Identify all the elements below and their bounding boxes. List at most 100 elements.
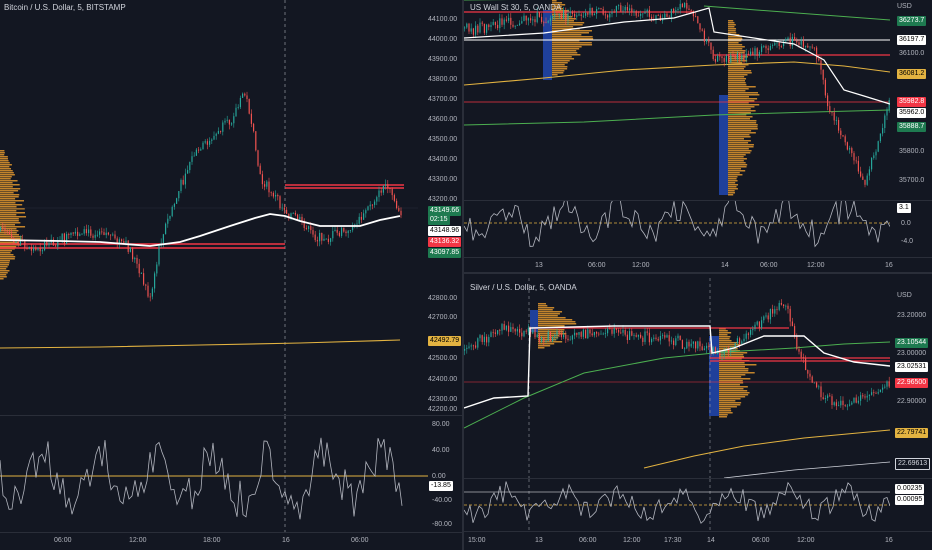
us30-volume-bar	[728, 122, 757, 124]
silver-volume-bar	[538, 347, 545, 349]
us30-chart-pane[interactable]: US Wall St 30, 5, OANDA	[464, 0, 890, 200]
silver-time-tick: 12:00	[623, 537, 641, 544]
silver-volume-bar	[538, 321, 576, 323]
us30-osc-divider	[464, 200, 932, 201]
btc-candle	[358, 216, 360, 224]
silver-volume-bar	[719, 328, 726, 330]
silver-candle	[853, 397, 855, 403]
silver-candle	[560, 333, 562, 338]
btc-candle	[72, 232, 74, 234]
silver-chart-pane[interactable]: Silver / U.S. Dollar, 5, OANDA	[464, 278, 890, 478]
silver-candle	[657, 338, 659, 341]
btc-volume-bar	[0, 256, 16, 258]
us30-volume-bar	[728, 96, 749, 98]
btc-candle	[154, 273, 156, 289]
right-horizontal-divider[interactable]	[464, 272, 932, 274]
silver-currency-label: USD	[897, 292, 912, 299]
btc-volume-bar	[0, 262, 10, 264]
us30-volume-bar	[728, 136, 751, 138]
silver-candle	[706, 345, 708, 349]
silver-candle	[633, 335, 635, 337]
btc-volume-bar	[0, 170, 13, 172]
us30-volume-bar	[728, 38, 743, 40]
us30-volume-bar	[552, 10, 569, 12]
us30-candle	[523, 15, 525, 22]
us30-osc-tick: -4.0	[901, 238, 914, 245]
silver-candle	[809, 373, 811, 377]
us30-volume-bar	[552, 24, 583, 26]
btc-oscillator-pane[interactable]	[0, 416, 428, 532]
us30-candle	[871, 158, 873, 170]
btc-volume-bar	[0, 278, 4, 280]
btc-chart-pane[interactable]: Bitcoin / U.S. Dollar, 5, BITSTAMP 43149…	[0, 0, 428, 415]
us30-osc-svg	[464, 201, 890, 248]
silver-volume-bar	[719, 392, 750, 394]
silver-volume-bar	[719, 332, 732, 334]
us30-candle	[464, 27, 466, 29]
silver-candle	[761, 320, 763, 328]
silver-candle	[787, 305, 789, 309]
btc-candle	[376, 197, 378, 202]
us30-volume-bar	[552, 72, 564, 74]
btc-candle	[2, 227, 4, 229]
btc-candle	[44, 241, 46, 251]
silver-time-tick: 13	[535, 537, 543, 544]
us30-candle	[640, 13, 642, 16]
silver-yellow-badge: 22.79741	[895, 428, 929, 438]
btc-volume-bar	[0, 196, 19, 198]
us30-candle	[765, 46, 767, 49]
silver-volume-bar	[719, 374, 746, 376]
us30-candle	[635, 11, 637, 16]
btc-candle	[116, 238, 118, 245]
us30-volume-bar	[728, 192, 735, 194]
btc-y-tick: 43500.00	[428, 136, 458, 143]
us30-time-tick: 13	[535, 262, 543, 269]
us30-oscillator-pane[interactable]	[464, 201, 890, 257]
us30-candle	[743, 54, 745, 60]
silver-candle	[714, 347, 716, 354]
us30-red-badge: 35982.8	[897, 97, 927, 107]
btc-candle	[112, 234, 114, 236]
btc-volume-bar	[0, 260, 10, 262]
us30-candle	[598, 8, 600, 9]
silver-candle	[611, 329, 613, 334]
us30-candle	[783, 41, 785, 47]
silver-candle	[593, 331, 595, 336]
btc-volume-bar	[0, 272, 8, 274]
silver-candle	[609, 328, 611, 330]
us30-candle	[706, 39, 708, 42]
us30-candle	[622, 10, 624, 12]
btc-candle	[334, 229, 336, 231]
silver-candle	[835, 402, 837, 406]
layout-vertical-divider[interactable]	[462, 0, 464, 550]
btc-candle	[4, 228, 6, 231]
us30-volume-bar	[552, 20, 575, 22]
silver-candle	[721, 354, 723, 356]
us30-green-top-badge: 36273.7	[897, 16, 927, 26]
us30-time-divider	[464, 257, 932, 258]
silver-candle	[543, 337, 545, 342]
silver-volume-bar	[719, 354, 744, 356]
silver-time-tick: 12:00	[797, 537, 815, 544]
silver-volume-bar	[719, 408, 731, 410]
silver-oscillator-pane[interactable]	[464, 479, 890, 531]
silver-candle	[767, 315, 769, 320]
us30-volume-bar	[728, 148, 749, 150]
btc-candle	[191, 156, 193, 162]
us30-candle	[798, 42, 800, 45]
silver-candle	[602, 333, 604, 335]
us30-candle	[813, 47, 815, 49]
us30-osc-value-badge: 3.1	[897, 203, 911, 213]
btc-candle	[272, 192, 274, 197]
us30-candle	[745, 53, 747, 60]
btc-candle	[0, 227, 2, 230]
btc-osc-value-badge: -13.85	[429, 481, 453, 491]
us30-candle	[580, 14, 582, 16]
btc-volume-bar	[0, 238, 22, 240]
us30-volume-bar	[552, 6, 562, 8]
silver-candle	[591, 333, 593, 336]
btc-candle	[279, 196, 281, 209]
us30-volume-bar	[728, 26, 735, 28]
btc-candle	[103, 232, 105, 235]
silver-volume-bar	[719, 382, 744, 384]
